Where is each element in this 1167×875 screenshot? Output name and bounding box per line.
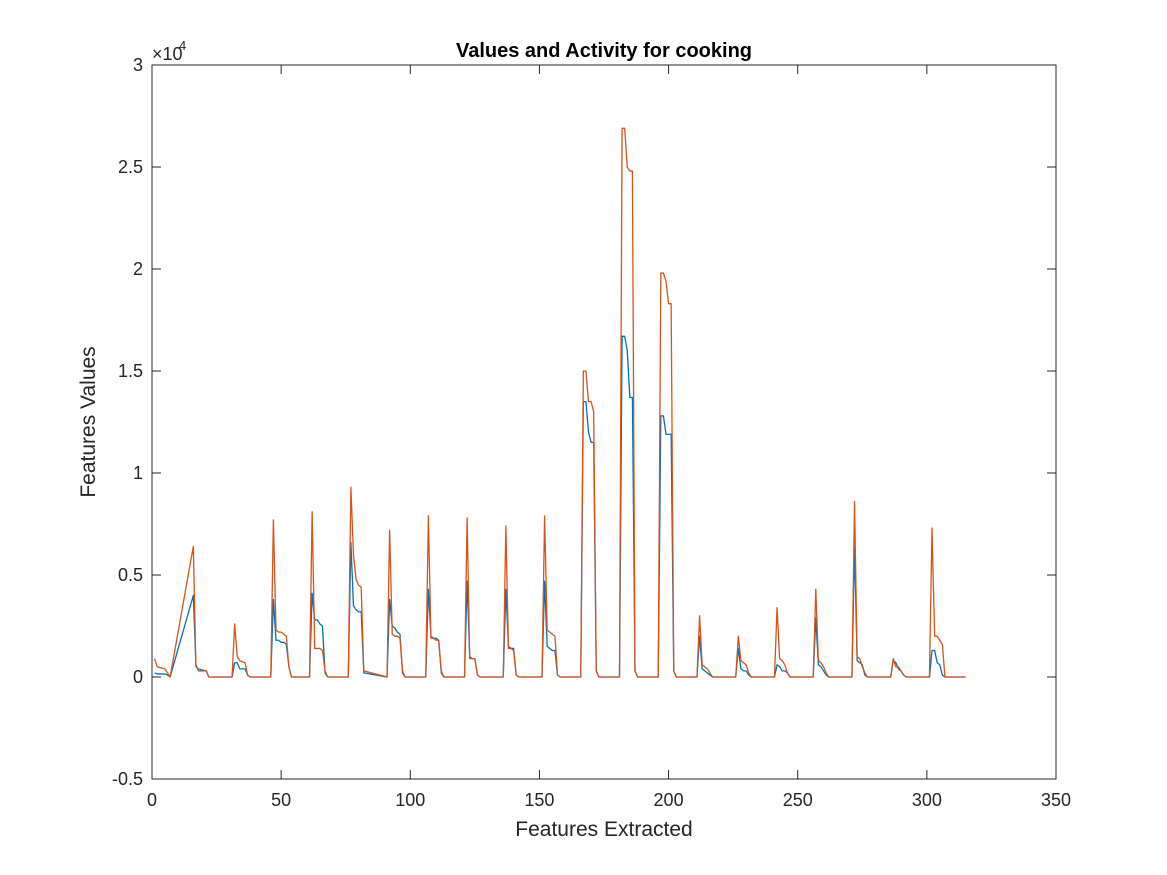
- x-tick-label: 150: [524, 790, 554, 810]
- y-exponent-base: ×10: [152, 44, 183, 64]
- x-tick-label: 100: [395, 790, 425, 810]
- x-axis: 0 50 100 150 200 250 300 350: [147, 65, 1071, 810]
- y-axis: -0.5 0 0.5 1 1.5 2 2.5 3: [112, 55, 1056, 789]
- y-tick-label: 2.5: [118, 157, 143, 177]
- x-tick-label: 250: [783, 790, 813, 810]
- y-tick-label: 2: [133, 259, 143, 279]
- series-layer: [153, 127, 966, 678]
- x-axis-label: Features Extracted: [515, 818, 692, 841]
- y-tick-label: 1: [133, 463, 143, 483]
- x-tick-label: 350: [1041, 790, 1071, 810]
- plot-area: [152, 65, 1056, 779]
- x-tick-label: 300: [912, 790, 942, 810]
- y-axis-label: Features Values: [77, 346, 100, 497]
- x-tick-label: 50: [271, 790, 291, 810]
- y-exponent-power: 4: [179, 38, 186, 53]
- y-tick-label: 1.5: [118, 361, 143, 381]
- x-tick-label: 200: [654, 790, 684, 810]
- series-line-2: [153, 127, 966, 678]
- y-tick-label: -0.5: [112, 769, 143, 789]
- chart-title: Values and Activity for cooking: [456, 40, 752, 62]
- y-tick-label: 0.5: [118, 565, 143, 585]
- y-tick-label: 0: [133, 667, 143, 687]
- x-tick-label: 0: [147, 790, 157, 810]
- y-tick-label: 3: [133, 55, 143, 75]
- axes-box: [151, 64, 1057, 780]
